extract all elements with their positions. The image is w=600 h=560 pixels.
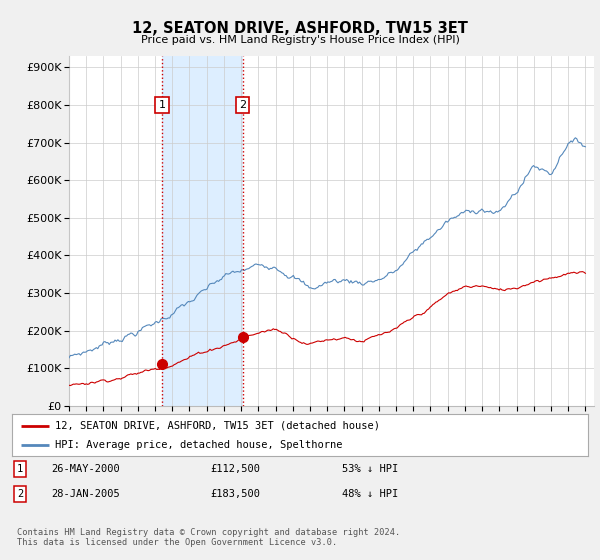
- Text: £112,500: £112,500: [210, 464, 260, 474]
- Text: Price paid vs. HM Land Registry's House Price Index (HPI): Price paid vs. HM Land Registry's House …: [140, 35, 460, 45]
- Text: 12, SEATON DRIVE, ASHFORD, TW15 3ET: 12, SEATON DRIVE, ASHFORD, TW15 3ET: [132, 21, 468, 36]
- Text: 53% ↓ HPI: 53% ↓ HPI: [342, 464, 398, 474]
- Text: 2: 2: [239, 100, 246, 110]
- Text: £183,500: £183,500: [210, 489, 260, 499]
- Text: 2: 2: [17, 489, 23, 499]
- Text: 26-MAY-2000: 26-MAY-2000: [51, 464, 120, 474]
- Text: 48% ↓ HPI: 48% ↓ HPI: [342, 489, 398, 499]
- Text: HPI: Average price, detached house, Spelthorne: HPI: Average price, detached house, Spel…: [55, 440, 343, 450]
- Text: 28-JAN-2005: 28-JAN-2005: [51, 489, 120, 499]
- Text: 1: 1: [17, 464, 23, 474]
- Bar: [162, 56, 242, 406]
- Text: 12, SEATON DRIVE, ASHFORD, TW15 3ET (detached house): 12, SEATON DRIVE, ASHFORD, TW15 3ET (det…: [55, 421, 380, 431]
- Text: 1: 1: [158, 100, 166, 110]
- Text: Contains HM Land Registry data © Crown copyright and database right 2024.
This d: Contains HM Land Registry data © Crown c…: [17, 528, 400, 547]
